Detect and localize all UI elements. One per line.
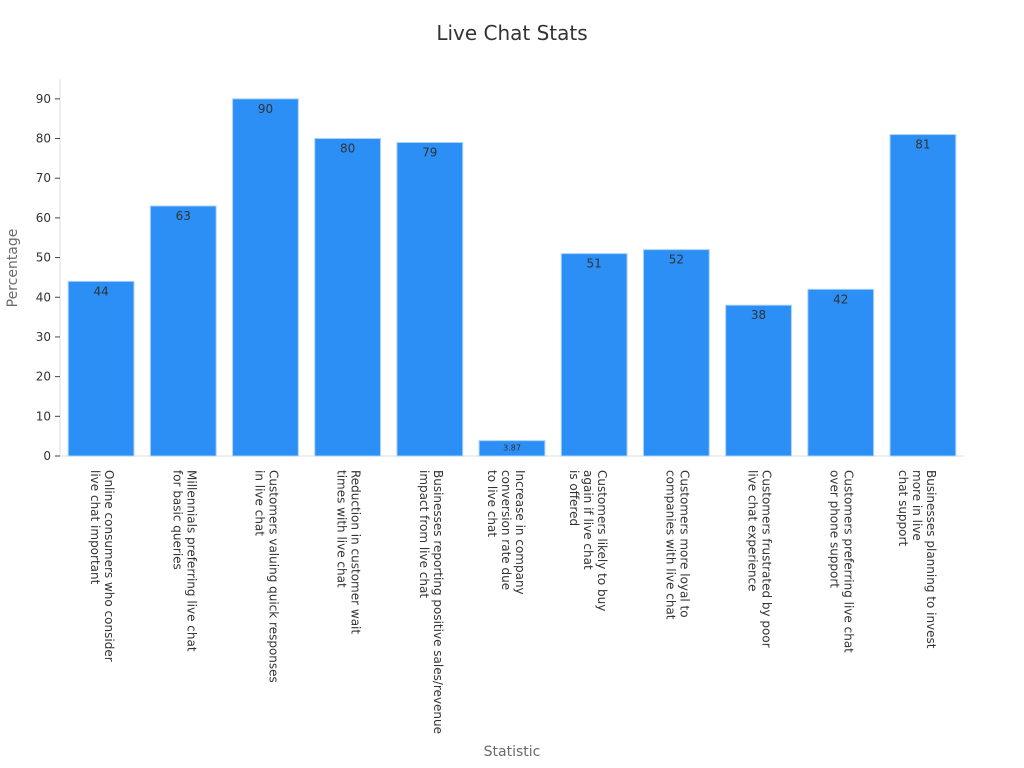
x-tick-label-line: Customers likely to buy	[595, 470, 609, 611]
x-tick-label: Businesses reporting positive sales/reve…	[417, 470, 445, 734]
bar-value-label: 63	[176, 209, 191, 223]
x-tick-label-line: live chat important	[88, 470, 102, 585]
value-labels: 44 63 90 80 79 3.87 51 52 38 42 81	[93, 102, 930, 453]
bar-value-label: 90	[258, 102, 273, 116]
y-tick-label: 80	[36, 132, 51, 146]
bar-value-label: 81	[915, 138, 930, 152]
x-axis-title: Statistic	[484, 744, 541, 760]
x-tick-label-line: live chat experience	[746, 470, 760, 592]
y-tick-label: 30	[36, 330, 51, 344]
y-tick-label: 90	[36, 92, 51, 106]
bar-value-label: 42	[833, 292, 848, 306]
bar	[232, 98, 299, 457]
bar-value-label: 52	[669, 253, 684, 267]
bar	[314, 138, 382, 457]
chart-title: Live Chat Stats	[436, 21, 587, 45]
x-tick-label-line: impact from live chat	[417, 470, 431, 598]
y-ticks: 0 10 20 30 40 50 60 70 80 90	[36, 92, 60, 463]
x-tick-label-line: conversion rate due	[499, 470, 513, 590]
x-tick-label-line: Businesses reporting positive sales/reve…	[431, 470, 445, 734]
x-tick-label-line: for basic queries	[170, 470, 184, 570]
x-tick-label-line: chat support	[896, 470, 910, 546]
x-tick-label-line: Customers more loyal to	[677, 470, 691, 618]
bar	[478, 440, 546, 457]
bar-value-label: 80	[340, 142, 355, 156]
bar	[67, 280, 135, 457]
x-tick-label-line: Online consumers who consider	[102, 470, 116, 662]
x-tick-label-line: is offered	[567, 470, 581, 526]
x-tick-label-line: again if live chat	[581, 470, 595, 570]
bar	[807, 288, 875, 457]
y-tick-label: 60	[36, 211, 51, 225]
x-tick-label-line: Reduction in customer wait	[349, 470, 363, 634]
bar	[889, 134, 957, 457]
y-axis-title: Percentage	[5, 229, 21, 308]
bar	[396, 141, 464, 457]
y-tick-label: 0	[43, 449, 51, 463]
bar	[642, 249, 710, 457]
x-tick-label-line: Customers valuing quick responses	[266, 470, 280, 683]
x-tick-label-line: over phone support	[828, 470, 842, 588]
bar	[149, 205, 217, 457]
x-tick-label-line: Increase in company	[513, 470, 527, 595]
y-tick-label: 10	[36, 409, 51, 423]
bar	[560, 253, 628, 457]
bars	[67, 98, 957, 457]
y-tick-label: 50	[36, 251, 51, 265]
x-tick-label-line: times with live chat	[335, 470, 349, 588]
x-tick-label-line: companies with live chat	[663, 470, 677, 620]
bar-value-label: 51	[587, 257, 602, 271]
x-tick-label-line: Businesses planning to invest	[924, 470, 938, 649]
x-tick-label-line: in live chat	[252, 470, 266, 536]
y-tick-label: 40	[36, 290, 51, 304]
y-tick-label: 70	[36, 171, 51, 185]
y-tick-label: 20	[36, 370, 51, 384]
bar	[725, 304, 792, 457]
x-tick-label-line: Customers frustrated by poor	[760, 470, 774, 648]
bar-value-label: 3.87	[503, 444, 521, 453]
x-tick-label-line: Customers preferring live chat	[842, 470, 856, 653]
x-tick-label-line: to live chat	[485, 470, 499, 537]
bar-value-label: 44	[93, 284, 108, 298]
bar-value-label: 79	[422, 145, 437, 159]
x-tick-label-line: Millennials preferring live chat	[184, 470, 198, 652]
x-tick-label-line: more in live	[910, 470, 924, 541]
bar-value-label: 38	[751, 308, 766, 322]
